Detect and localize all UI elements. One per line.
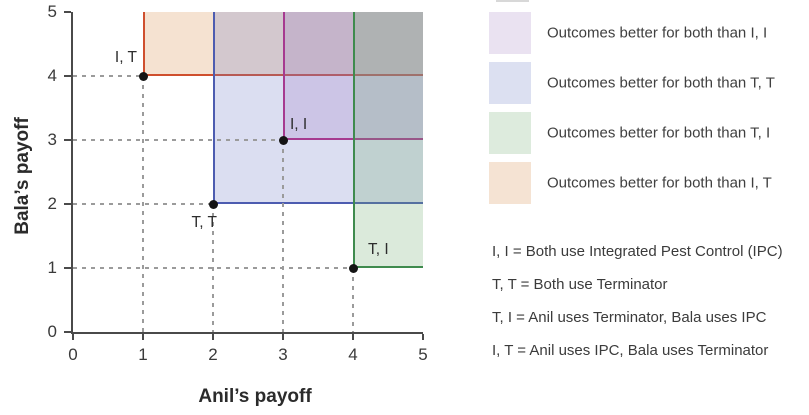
top-edge-artifact	[496, 0, 529, 2]
y-tick-label-5: 5	[47, 2, 57, 21]
x-tick-label-4: 4	[348, 345, 358, 364]
point-label-IT: I, T	[114, 49, 137, 66]
x-axis-line	[71, 332, 423, 334]
x-tick-4	[352, 334, 354, 340]
legend-swatch-tt	[489, 62, 531, 104]
x-tick-label-5: 5	[418, 345, 428, 364]
point-II	[278, 135, 288, 145]
y-tick-3	[64, 139, 71, 141]
y-tick-4	[64, 75, 71, 77]
point-TT	[208, 199, 218, 209]
dashed-guide-horizontal-y1	[73, 267, 353, 269]
legend-label-ti: Outcomes better for both than T, I	[547, 124, 771, 142]
y-tick-5	[64, 11, 71, 13]
legend-row-ti: Outcomes better for both than T, I	[489, 112, 809, 154]
point-label-TT: T, T	[191, 214, 217, 231]
legend-row-ii: Outcomes better for both than I, I	[489, 12, 809, 54]
legend-swatch-ti	[489, 112, 531, 154]
dashed-guide-horizontal-y2	[73, 203, 213, 205]
x-tick-label-1: 1	[138, 345, 148, 364]
legend-label-tt: Outcomes better for both than T, T	[547, 74, 775, 92]
note-line-2: T, T = Both use Terminator	[492, 276, 668, 293]
y-tick-0	[64, 331, 71, 333]
legend-swatch-it	[489, 162, 531, 204]
y-tick-1	[64, 267, 71, 269]
x-tick-label-3: 3	[278, 345, 288, 364]
y-axis-title: Bala’s payoff	[12, 117, 33, 235]
dashed-guide-horizontal-y4	[73, 75, 143, 77]
legend-swatch-ii	[489, 12, 531, 54]
dashed-guide-vertical-x3	[282, 140, 284, 332]
x-tick-2	[212, 334, 214, 340]
y-tick-label-0: 0	[47, 322, 57, 341]
x-axis-title: Anil’s payoff	[198, 386, 312, 407]
x-tick-label-0: 0	[68, 345, 78, 364]
legend-label-it: Outcomes better for both than I, T	[547, 174, 772, 192]
y-tick-label-4: 4	[47, 66, 57, 85]
point-label-TI: T, I	[368, 241, 389, 258]
x-tick-1	[142, 334, 144, 340]
y-axis-line	[71, 12, 73, 334]
point-IT	[138, 71, 148, 81]
y-tick-label-2: 2	[47, 194, 57, 213]
dashed-guide-horizontal-y3	[73, 139, 283, 141]
note-line-3: T, I = Anil uses Terminator, Bala uses I…	[492, 309, 767, 326]
dashed-guide-vertical-x4	[352, 268, 354, 332]
note-line-4: I, T = Anil uses IPC, Bala uses Terminat…	[492, 342, 769, 359]
legend-row-tt: Outcomes better for both than T, T	[489, 62, 809, 104]
x-tick-5	[422, 334, 424, 340]
point-TI	[348, 263, 358, 273]
x-tick-0	[72, 334, 74, 340]
note-line-1: I, I = Both use Integrated Pest Control …	[492, 243, 783, 260]
region-better-than-tt	[213, 12, 423, 204]
x-tick-3	[282, 334, 284, 340]
region-better-than-ti	[353, 12, 423, 268]
point-label-II: I, I	[290, 116, 308, 133]
legend-label-ii: Outcomes better for both than I, I	[547, 24, 768, 42]
y-tick-label-3: 3	[47, 130, 57, 149]
x-tick-label-2: 2	[208, 345, 218, 364]
y-tick-2	[64, 203, 71, 205]
legend-row-it: Outcomes better for both than I, T	[489, 162, 809, 204]
y-tick-label-1: 1	[47, 258, 57, 277]
